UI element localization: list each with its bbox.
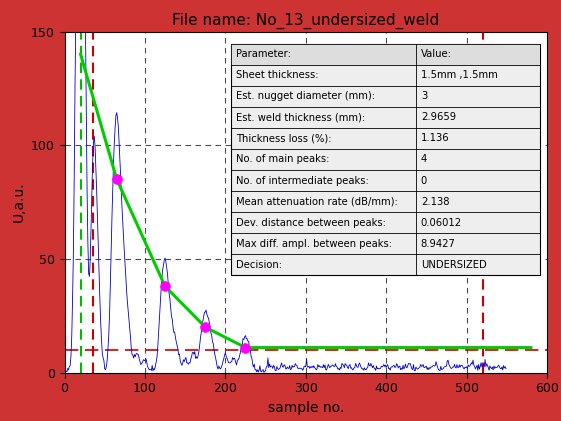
Text: Dev. distance between peaks:: Dev. distance between peaks: <box>236 218 385 228</box>
Text: 1.5mm ,1.5mm: 1.5mm ,1.5mm <box>421 70 498 80</box>
Text: No. of intermediate peaks:: No. of intermediate peaks: <box>236 176 369 186</box>
Text: Sheet thickness:: Sheet thickness: <box>236 70 318 80</box>
Text: 3: 3 <box>421 91 427 101</box>
Y-axis label: U,a.u.: U,a.u. <box>11 182 25 222</box>
Text: Parameter:: Parameter: <box>236 49 291 59</box>
Text: No. of main peaks:: No. of main peaks: <box>236 155 329 165</box>
Text: Value:: Value: <box>421 49 452 59</box>
Text: Thickness loss (%):: Thickness loss (%): <box>236 133 331 144</box>
Text: 2.138: 2.138 <box>421 197 449 207</box>
Text: 8.9427: 8.9427 <box>421 239 456 249</box>
Text: 2.9659: 2.9659 <box>421 112 456 122</box>
Text: UNDERSIZED: UNDERSIZED <box>421 260 486 270</box>
Text: 4: 4 <box>421 155 427 165</box>
Text: Est. weld thickness (mm):: Est. weld thickness (mm): <box>236 112 365 122</box>
Text: 0: 0 <box>421 176 427 186</box>
Text: 0.06012: 0.06012 <box>421 218 462 228</box>
Text: Max diff. ampl. between peaks:: Max diff. ampl. between peaks: <box>236 239 392 249</box>
Text: Mean attenuation rate (dB/mm):: Mean attenuation rate (dB/mm): <box>236 197 397 207</box>
Bar <box>231 43 540 275</box>
Bar <box>231 43 540 64</box>
Title: File name: No_13_undersized_weld: File name: No_13_undersized_weld <box>172 13 439 29</box>
Text: 1.136: 1.136 <box>421 133 449 144</box>
X-axis label: sample no.: sample no. <box>268 401 344 415</box>
Text: Est. nugget diameter (mm):: Est. nugget diameter (mm): <box>236 91 375 101</box>
Text: Decision:: Decision: <box>236 260 282 270</box>
